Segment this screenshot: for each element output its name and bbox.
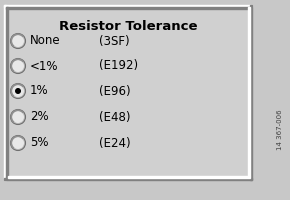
Bar [4, 178, 252, 180]
Bar [6, 7, 250, 9]
Circle shape [12, 85, 24, 97]
Text: <1%: <1% [30, 60, 59, 72]
Bar [250, 5, 252, 180]
Circle shape [10, 110, 26, 124]
Text: 2%: 2% [30, 110, 49, 123]
Bar [4, 5, 6, 180]
Circle shape [12, 35, 24, 47]
Circle shape [10, 58, 26, 73]
Bar [4, 5, 252, 7]
Circle shape [15, 88, 21, 94]
Bar [248, 7, 250, 176]
Circle shape [10, 33, 26, 48]
Text: (E24): (E24) [99, 136, 130, 150]
Circle shape [10, 136, 26, 150]
Circle shape [12, 111, 24, 123]
Text: (E48): (E48) [99, 110, 130, 123]
Text: 1%: 1% [30, 84, 49, 98]
Text: Resistor Tolerance: Resistor Tolerance [59, 21, 197, 33]
Bar [8, 176, 250, 178]
Circle shape [12, 60, 24, 72]
Text: (3SF): (3SF) [99, 34, 130, 47]
Text: (E192): (E192) [99, 60, 138, 72]
Text: 5%: 5% [30, 136, 48, 150]
Text: 14 367-006: 14 367-006 [277, 109, 283, 150]
Circle shape [12, 137, 24, 149]
Circle shape [10, 84, 26, 98]
Bar [6, 7, 8, 178]
Text: (E96): (E96) [99, 84, 130, 98]
Bar [6, 7, 250, 178]
Text: None: None [30, 34, 61, 47]
